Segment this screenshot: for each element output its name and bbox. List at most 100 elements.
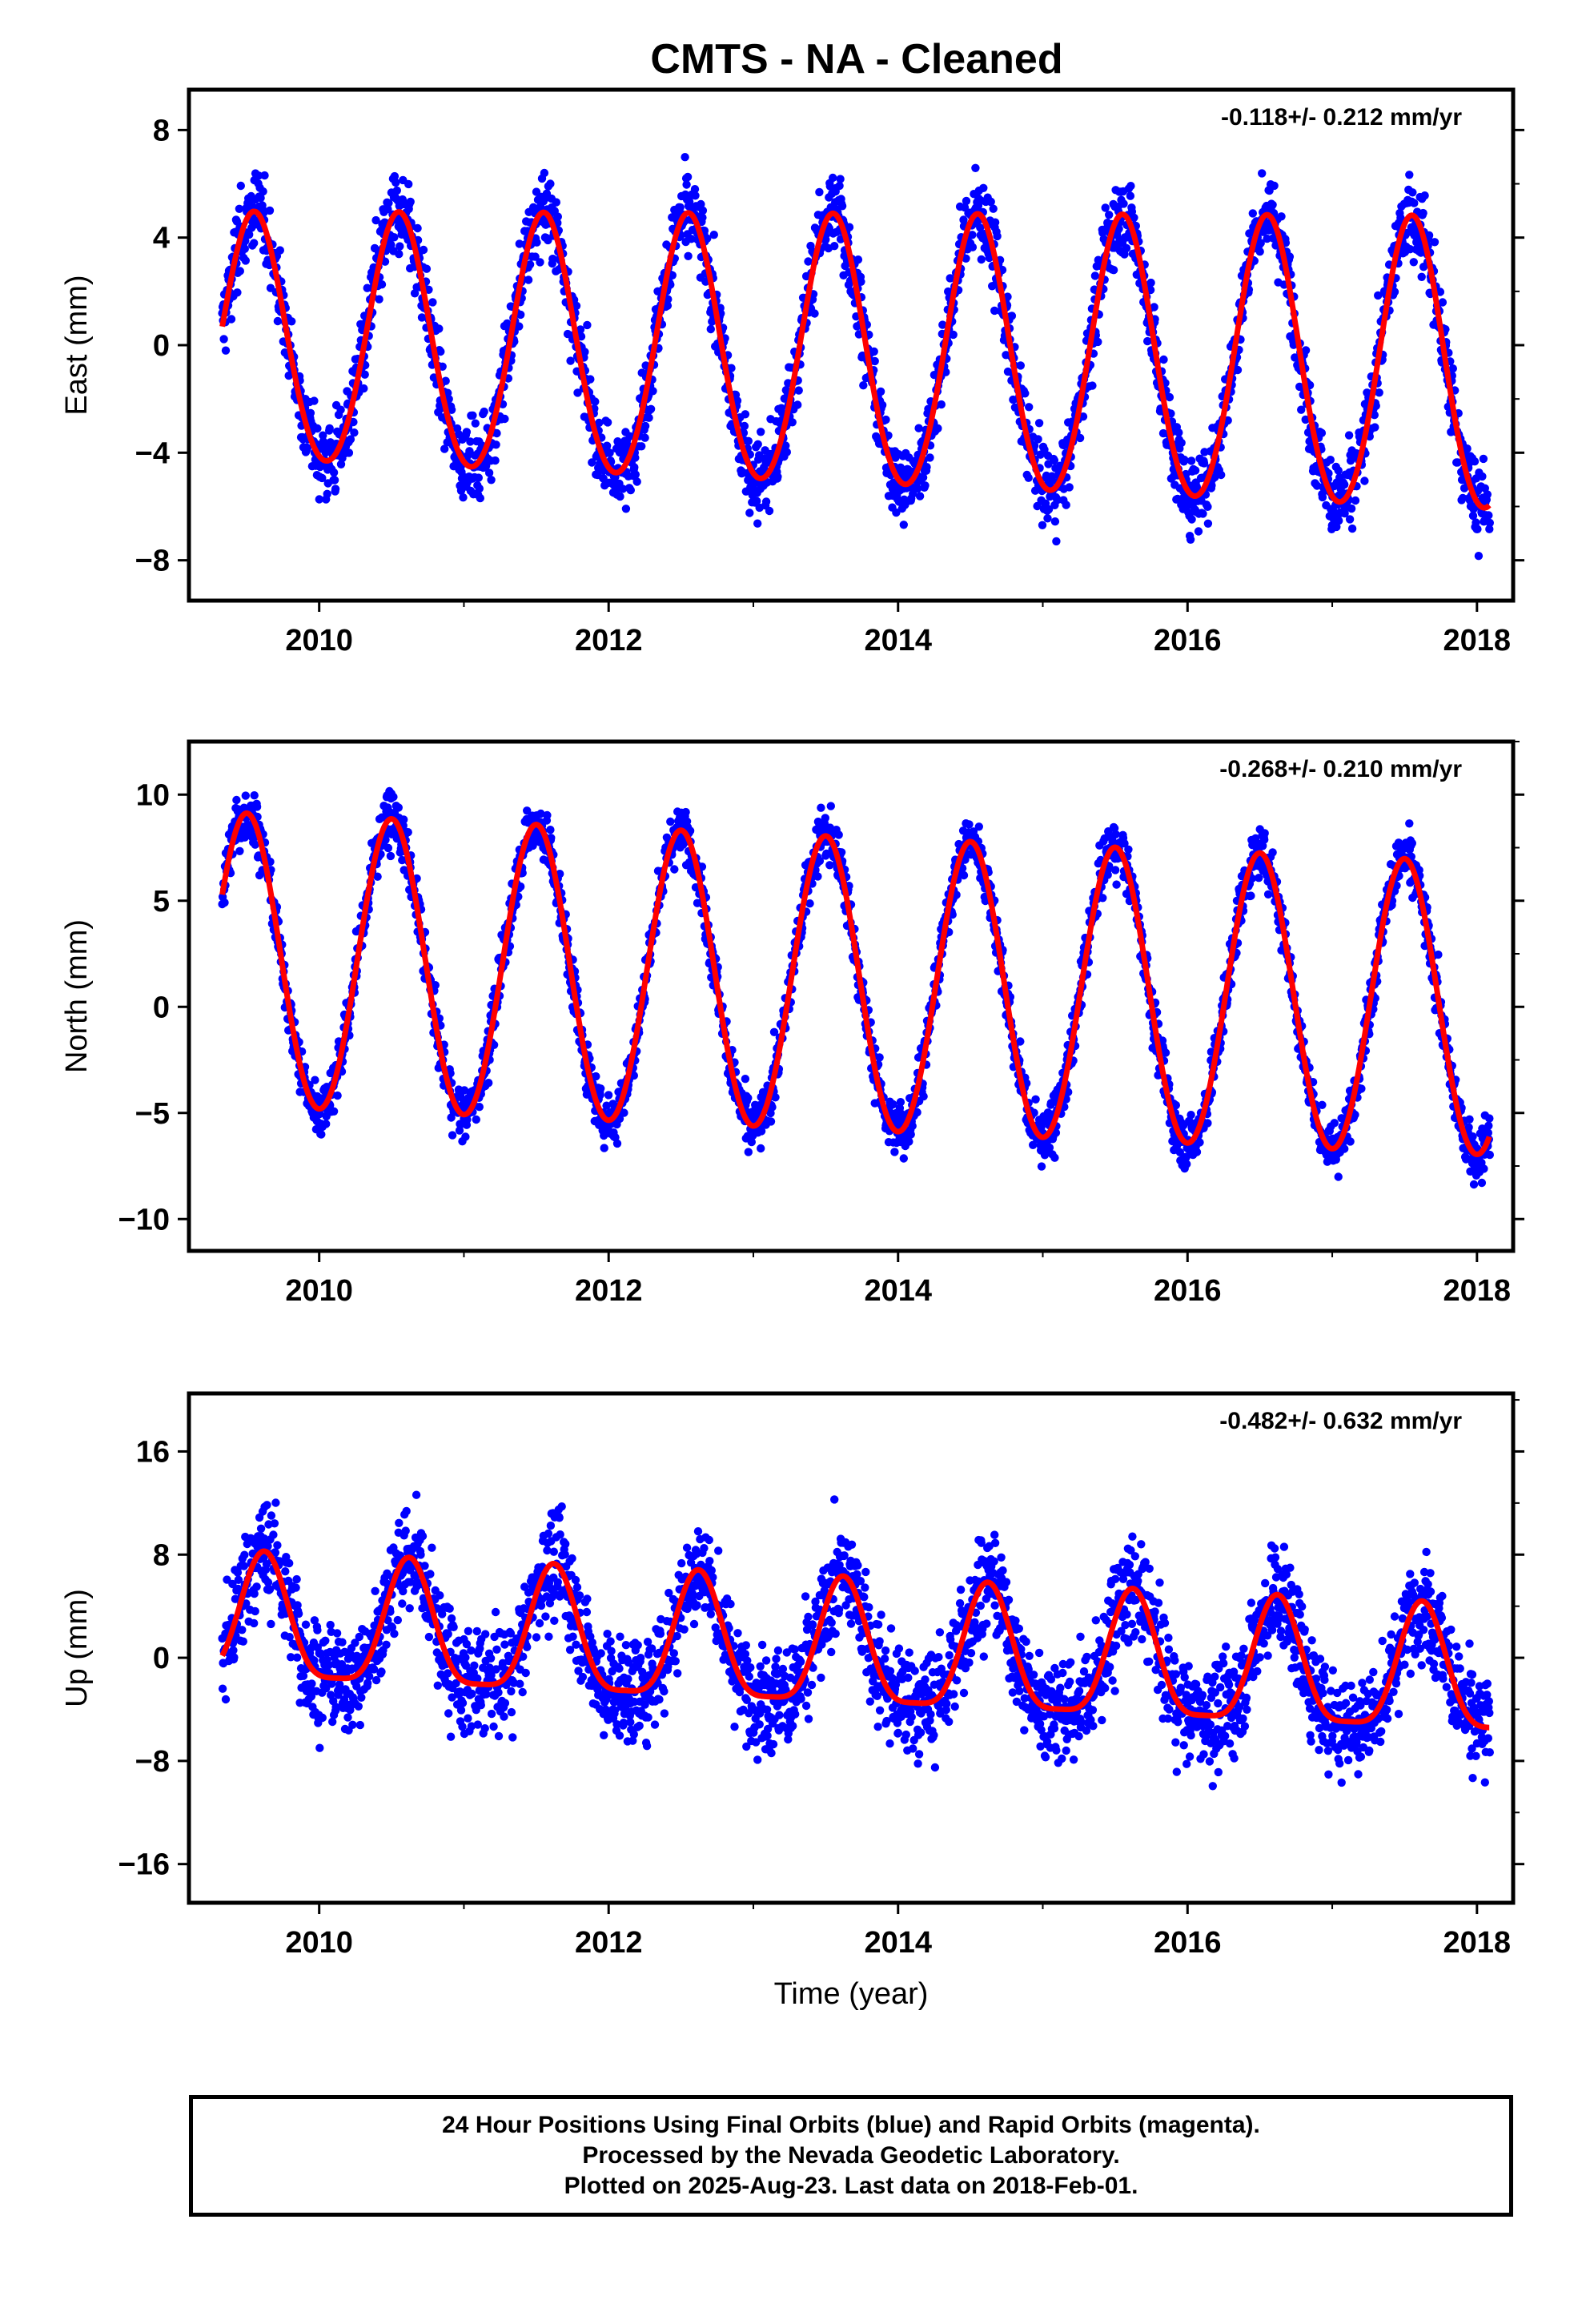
data-point [1037,1162,1046,1171]
data-point [1094,337,1102,347]
data-point [284,371,293,380]
data-point [390,171,400,181]
data-point [468,411,477,420]
data-point [1110,866,1120,875]
data-point [990,306,999,316]
data-point [1346,456,1355,465]
data-point [934,424,942,433]
data-point [1347,524,1357,533]
data-point [604,1091,613,1100]
data-point [1374,291,1383,300]
data-point [631,453,640,462]
x-tick-label: 2012 [575,624,643,657]
data-point [516,310,525,320]
data-point [664,295,673,304]
plot-frame [187,87,1516,603]
data-point [761,497,771,506]
data-point [1161,1048,1170,1057]
data-point [1203,502,1212,511]
data-point [349,417,358,427]
data-point [1150,303,1158,312]
x-tick-label: 2014 [864,624,932,657]
y-tick-label: 8 [153,114,170,147]
data-point [869,347,878,356]
data-point [663,301,673,310]
data-point [1277,212,1286,221]
data-point [691,191,700,200]
data-point [870,356,879,366]
data-point [346,435,355,444]
data-point [553,212,562,221]
data-point [422,264,432,273]
data-point [375,295,383,304]
data-point [1031,1095,1040,1104]
data-point [536,258,544,267]
data-point [986,197,995,207]
data-point [546,826,555,834]
data-point [461,1132,470,1141]
data-point [757,428,765,436]
data-point [232,795,241,805]
data-point [395,250,404,259]
data-point [240,244,249,253]
data-point [899,521,909,529]
data-point [254,171,263,180]
data-point [976,223,985,232]
data-point [621,505,631,513]
data-point [241,236,250,245]
data-point [546,179,555,188]
data-point [781,441,790,450]
data-point [463,1115,472,1124]
data-point [881,415,890,424]
chart-title: CMTS - NA - Cleaned [650,36,1063,82]
data-point [1146,278,1155,287]
data-point [676,203,685,212]
data-point [1090,271,1100,280]
data-point [1410,199,1419,207]
data-point [525,260,535,269]
data-point [829,173,837,183]
data-point [1199,509,1207,518]
data-point [381,835,390,845]
data-point [455,1126,464,1135]
data-point [648,387,657,396]
data-point [586,375,595,384]
data-point [1223,416,1232,425]
data-point [329,468,339,477]
data-point [1182,1160,1191,1168]
data-point [329,1107,339,1116]
data-point [1130,213,1138,222]
data-point [1408,188,1417,197]
data-point [360,370,369,379]
data-point [632,477,641,486]
data-point [1463,444,1472,453]
data-point [466,437,475,446]
data-point [390,233,399,242]
data-point [588,458,596,467]
data-point [1360,476,1369,485]
data-point [515,322,524,331]
data-point [993,231,1002,241]
data-point [566,356,575,365]
data-point [1375,388,1383,397]
data-point [618,485,628,493]
data-point [336,405,345,414]
data-point [235,204,244,213]
data-point [1065,483,1074,492]
data-point [392,186,401,195]
data-point [1194,527,1203,536]
data-point [698,213,707,222]
data-point [890,1148,899,1156]
data-point [303,444,312,452]
data-points-1 [218,786,1495,1189]
data-point [1114,224,1123,233]
data-point [1199,459,1209,468]
data-point [740,421,749,431]
data-point [830,242,839,251]
data-point [1256,239,1265,247]
data-point [419,245,428,255]
data-point [380,257,390,266]
x-tick-label: 2010 [285,624,353,657]
data-point [1053,496,1062,505]
data-point [548,255,557,263]
